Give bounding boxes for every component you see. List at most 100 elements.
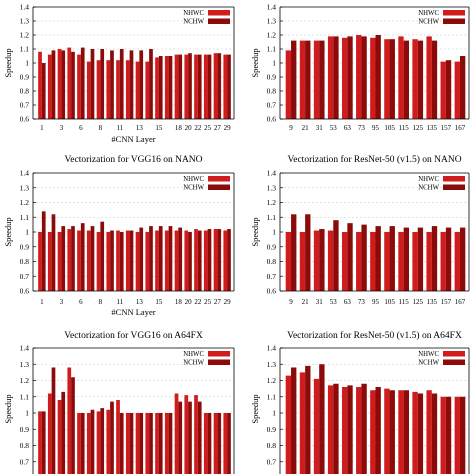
bar-nhwc <box>299 40 306 119</box>
y-tick-label: 1 <box>25 59 29 68</box>
y-tick-label: 1.1 <box>267 392 277 401</box>
bar-nchw <box>217 53 222 120</box>
x-tick-label: 31 <box>316 124 324 132</box>
bar-nhwc <box>57 400 62 474</box>
bar-nhwc <box>145 413 150 474</box>
bar-nchw <box>178 401 183 474</box>
legend-swatch <box>208 10 230 16</box>
bar-nchw <box>431 226 438 291</box>
bar-nchw <box>100 408 105 474</box>
bar-nhwc <box>412 39 418 120</box>
legend-label: NHWC <box>418 176 439 183</box>
bar-nhwc <box>77 413 81 474</box>
y-tick-label: 1.4 <box>267 3 277 12</box>
bar-nchw <box>333 383 339 474</box>
y-axis-label: Speedup <box>3 48 13 77</box>
y-tick-label: 0.6 <box>267 287 277 296</box>
bar-nhwc <box>426 232 432 291</box>
bar-nchw <box>80 413 85 474</box>
bar-nchw <box>305 214 311 291</box>
bar-nchw <box>207 413 212 474</box>
bar-nhwc <box>184 54 189 119</box>
bar-nchw <box>417 393 424 474</box>
bar-nhwc <box>426 390 432 474</box>
x-axis-label: #CNN Layer <box>111 307 155 317</box>
y-tick-label: 0.9 <box>267 73 277 82</box>
legend-swatch <box>443 351 465 357</box>
bar-nchw <box>207 229 212 291</box>
bar-nhwc <box>412 391 418 474</box>
bar-nhwc <box>174 54 179 119</box>
bar-nchw <box>333 220 339 291</box>
bar-nhwc <box>299 232 306 291</box>
bar-nchw <box>319 364 325 474</box>
y-tick-label: 1.4 <box>20 169 30 178</box>
y-tick-label: 1.3 <box>267 17 277 26</box>
y-tick-label: 0.8 <box>267 87 277 96</box>
x-tick-label: 27 <box>214 298 222 306</box>
chart-title: Vectorization for ResNet-50 (v1.5) on NA… <box>287 154 461 165</box>
x-tick-label: 167 <box>455 298 466 306</box>
bar-nhwc <box>57 49 62 119</box>
bar-nhwc <box>125 230 130 291</box>
bar-nchw <box>149 226 153 291</box>
bar-nhwc <box>313 378 320 474</box>
x-tick-label: 22 <box>194 298 202 306</box>
y-tick-label: 1.2 <box>267 198 277 207</box>
y-tick-label: 1.1 <box>20 213 30 222</box>
x-tick-label: 20 <box>185 124 193 132</box>
bar-nchw <box>389 226 395 291</box>
bar-nhwc <box>223 413 228 474</box>
bar-nchw <box>403 227 410 291</box>
bar-nchw <box>305 365 311 474</box>
x-tick-label: 18 <box>175 298 183 306</box>
bar-nchw <box>158 226 163 291</box>
x-tick-label: 6 <box>79 124 83 132</box>
x-tick-label: 135 <box>427 124 438 132</box>
bar-nhwc <box>86 413 91 474</box>
chart-resnet50-top: 0.6 0.7 0.8 0.9 1 1.1 1.2 1.3 1.4 Speedup 9 21 31 53 6… <box>250 3 470 132</box>
y-tick-label: 1.4 <box>267 344 277 353</box>
x-tick-label: 157 <box>441 124 452 132</box>
y-tick-label: 0.7 <box>267 272 277 281</box>
bar-nchw <box>417 227 424 291</box>
bar-nchw <box>375 387 381 474</box>
bar-nchw <box>110 230 114 291</box>
bar-nchw <box>459 227 466 291</box>
bar-nhwc <box>285 232 292 291</box>
x-tick-label: 73 <box>358 124 366 132</box>
bar-nhwc <box>116 230 120 291</box>
bar-nhwc <box>47 54 52 119</box>
y-tick-label: 0.8 <box>20 257 30 266</box>
y-axis-label: Speedup <box>3 394 13 423</box>
legend-label: NHWC <box>183 10 204 17</box>
x-tick-label: 6 <box>79 298 83 306</box>
legend-swatch <box>443 10 465 16</box>
bar-nhwc <box>125 413 130 474</box>
legend-label: NCHW <box>183 360 204 367</box>
bar-nhwc <box>223 230 228 291</box>
bar-nhwc <box>454 396 460 474</box>
bar-nchw <box>347 385 353 474</box>
chart-resnet50-nano: Vectorization for ResNet-50 (v1.5) on NA… <box>250 154 470 306</box>
bar-nchw <box>149 413 153 474</box>
bar-nhwc <box>135 413 140 474</box>
y-tick-label: 0.9 <box>267 425 277 434</box>
x-tick-label: 21 <box>302 124 310 132</box>
y-tick-label: 1.3 <box>20 17 30 26</box>
bar-nchw <box>168 413 173 474</box>
bar-nchw <box>291 214 297 291</box>
x-tick-label: 1 <box>40 124 44 132</box>
bar-nhwc <box>223 54 228 119</box>
bar-nchw <box>347 223 353 291</box>
bar-nchw <box>431 40 438 119</box>
y-tick-label: 1 <box>272 228 276 237</box>
y-tick-label: 1.4 <box>20 3 30 12</box>
bar-nhwc <box>164 413 169 474</box>
legend-label: NCHW <box>183 19 204 26</box>
bar-nhwc <box>203 54 208 119</box>
y-tick-label: 1.2 <box>20 31 30 40</box>
bar-nhwc <box>213 53 218 120</box>
